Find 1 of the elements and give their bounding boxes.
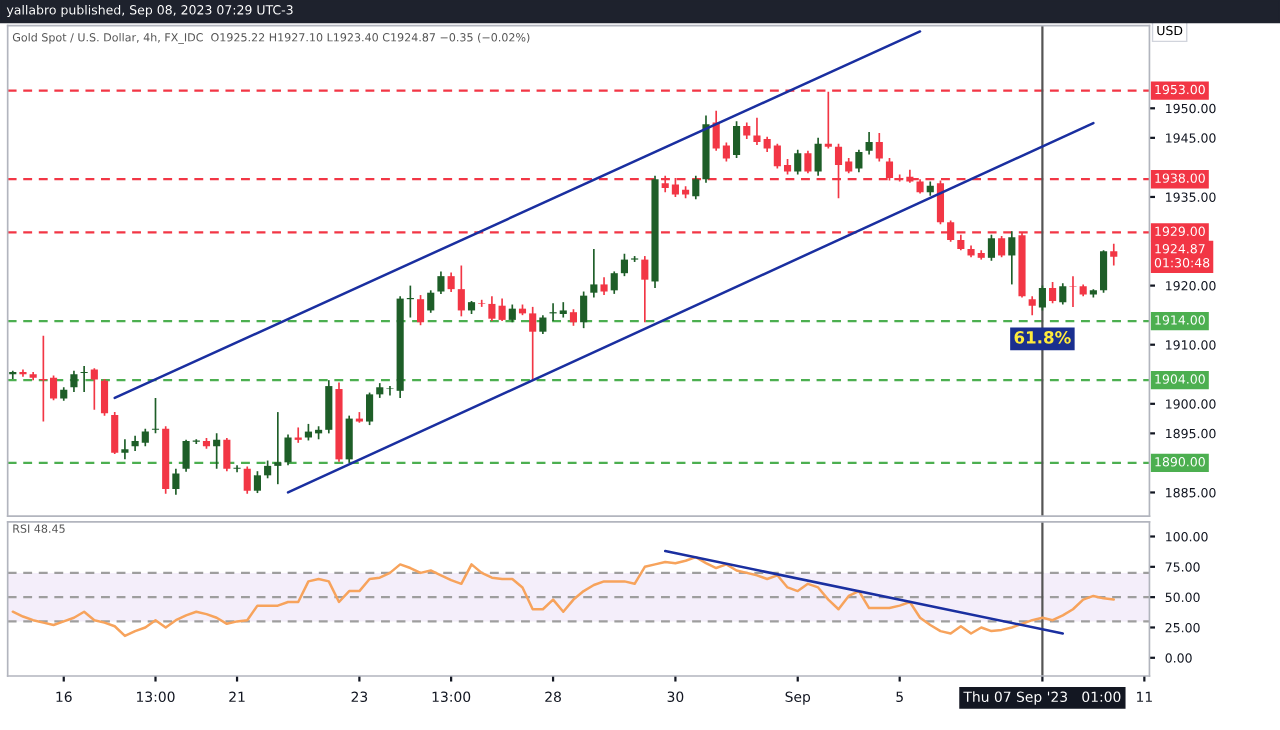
annotation: 61.8% (1014, 331, 1071, 344)
